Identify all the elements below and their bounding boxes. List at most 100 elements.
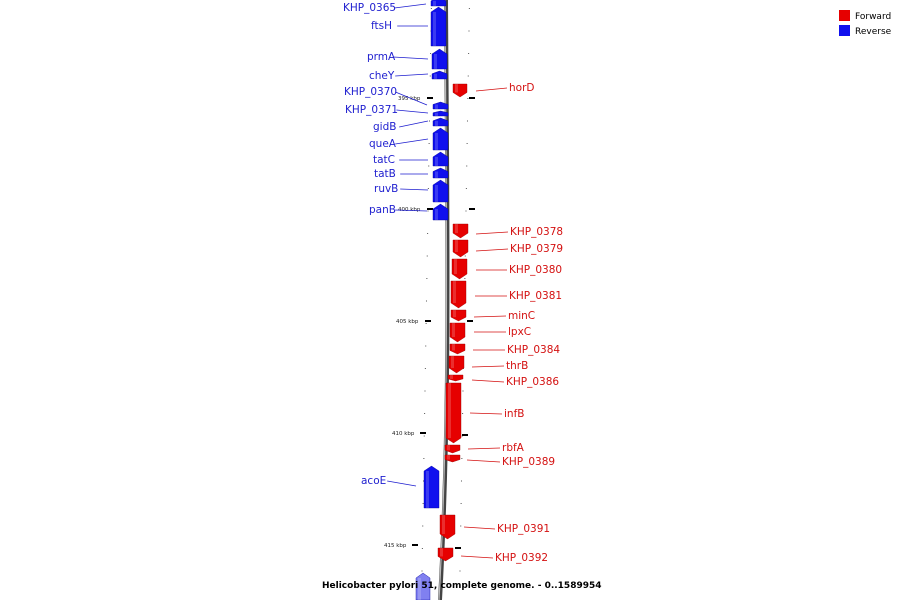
tick-mark <box>412 544 461 549</box>
gene-label[interactable]: rbfA <box>502 442 525 454</box>
label-leader-line <box>394 3 427 9</box>
gene-label[interactable]: minC <box>508 310 535 322</box>
forward-gene[interactable]: KHP_0378 <box>452 223 563 239</box>
forward-gene-arrow[interactable] <box>447 374 464 382</box>
reverse-gene[interactable]: queA <box>369 127 449 151</box>
forward-gene[interactable]: KHP_0386 <box>447 374 559 388</box>
gene-label[interactable]: KHP_0378 <box>510 226 563 238</box>
reverse-gene[interactable]: ftsH <box>371 6 447 47</box>
forward-gene[interactable]: KHP_0380 <box>451 258 562 280</box>
gene-label[interactable]: queA <box>369 138 397 150</box>
forward-gene-arrow[interactable] <box>449 322 466 343</box>
gene-shading <box>434 54 437 69</box>
reverse-gene-arrow[interactable] <box>432 117 449 127</box>
reverse-gene-arrow[interactable] <box>432 203 449 221</box>
genome-backbone <box>438 0 450 600</box>
reverse-gene-arrow[interactable] <box>432 151 449 167</box>
forward-gene[interactable]: horD <box>452 82 534 98</box>
forward-gene[interactable]: KHP_0381 <box>450 280 562 309</box>
reverse-gene-arrow[interactable] <box>432 127 449 151</box>
position-dot <box>425 323 427 324</box>
gene-label[interactable]: panB <box>369 204 396 216</box>
gene-shading <box>434 73 437 79</box>
label-leader-line <box>460 555 494 559</box>
forward-gene[interactable]: KHP_0391 <box>439 514 550 540</box>
reverse-gene-arrow[interactable] <box>430 0 447 7</box>
reverse-gene[interactable]: cheY <box>369 70 448 82</box>
forward-gene[interactable]: rbfA <box>444 442 525 454</box>
gene-shading <box>453 310 456 318</box>
gene-label[interactable]: KHP_0380 <box>509 264 562 276</box>
reverse-gene[interactable]: KHP_0371 <box>345 104 449 117</box>
forward-gene-arrow[interactable] <box>444 454 461 463</box>
forward-gene-arrow[interactable] <box>452 223 469 239</box>
gene-label[interactable]: ruvB <box>374 183 398 195</box>
reverse-gene-arrow[interactable] <box>431 70 448 80</box>
forward-gene-arrow[interactable] <box>452 83 468 98</box>
reverse-gene[interactable]: KHP_0370 <box>344 86 449 110</box>
forward-gene[interactable]: lpxC <box>449 322 531 343</box>
forward-gene[interactable]: KHP_0379 <box>452 239 563 258</box>
forward-gene-arrow[interactable] <box>451 258 468 280</box>
forward-gene[interactable]: KHP_0389 <box>444 454 555 468</box>
gene-label[interactable]: KHP_0365 <box>343 2 396 14</box>
forward-gene-arrow[interactable] <box>439 514 456 540</box>
reverse-gene[interactable]: tatB <box>374 167 449 180</box>
gene-label[interactable]: infB <box>504 408 524 420</box>
forward-gene[interactable]: minC <box>450 309 535 322</box>
forward-gene[interactable]: infB <box>445 382 524 444</box>
gene-label[interactable]: KHP_0384 <box>507 344 560 356</box>
reverse-gene[interactable]: prmA <box>367 48 448 70</box>
gene-label[interactable]: thrB <box>506 360 528 372</box>
gene-label[interactable]: KHP_0370 <box>344 86 397 98</box>
gene-label[interactable]: acoE <box>361 475 386 487</box>
forward-gene-arrow[interactable] <box>448 355 465 374</box>
forward-gene-arrow[interactable] <box>437 547 454 562</box>
reverse-gene-arrow[interactable] <box>432 101 449 110</box>
forward-gene-arrow[interactable] <box>449 343 466 355</box>
gene-label[interactable]: gidB <box>373 121 396 133</box>
reverse-gene-arrow[interactable] <box>432 179 449 203</box>
position-dot <box>422 525 424 527</box>
forward-gene[interactable]: KHP_0384 <box>449 343 560 356</box>
gene-label[interactable]: KHP_0392 <box>495 552 548 564</box>
reverse-gene[interactable] <box>415 572 431 600</box>
gene-shading <box>455 84 458 93</box>
reverse-gene-arrow[interactable] <box>430 6 447 47</box>
reverse-gene[interactable]: acoE <box>361 465 440 509</box>
gene-label[interactable]: horD <box>509 82 534 94</box>
reverse-gene[interactable]: tatC <box>373 151 449 167</box>
reverse-gene[interactable]: gidB <box>373 117 449 133</box>
gene-label[interactable]: KHP_0386 <box>506 376 559 388</box>
reverse-gene[interactable]: ruvB <box>374 179 449 203</box>
position-dot <box>428 165 430 167</box>
reverse-gene[interactable]: KHP_0365 <box>343 0 447 14</box>
gene-label[interactable]: prmA <box>367 51 396 63</box>
reverse-gene-arrow[interactable] <box>423 465 440 509</box>
forward-gene-arrow[interactable] <box>444 444 461 454</box>
gene-label[interactable]: cheY <box>369 70 395 82</box>
gene-label[interactable]: KHP_0371 <box>345 104 398 116</box>
gene-label[interactable]: KHP_0381 <box>509 290 562 302</box>
gene-label[interactable]: lpxC <box>508 326 531 338</box>
forward-gene-arrow[interactable] <box>445 382 462 444</box>
gene-label[interactable]: tatB <box>374 168 396 180</box>
reverse-gene-arrow[interactable] <box>431 48 448 70</box>
gene-label[interactable]: KHP_0389 <box>502 456 555 468</box>
position-dot <box>468 53 470 54</box>
forward-gene[interactable]: KHP_0392 <box>437 547 548 564</box>
reverse-gene[interactable]: panB <box>369 203 449 221</box>
gene-label[interactable]: KHP_0379 <box>510 243 563 255</box>
forward-gene-arrow[interactable] <box>450 309 467 322</box>
reverse-gene-arrow[interactable] <box>432 167 449 179</box>
gene-label[interactable]: KHP_0391 <box>497 523 550 535</box>
label-leader-line <box>471 379 505 383</box>
reverse-gene-arrow[interactable] <box>432 110 449 117</box>
gene-label[interactable]: ftsH <box>371 20 392 32</box>
gene-label[interactable]: tatC <box>373 154 395 166</box>
forward-gene-arrow[interactable] <box>452 239 469 258</box>
position-dot <box>466 165 468 167</box>
forward-gene[interactable]: thrB <box>448 355 528 374</box>
reverse-gene-arrow[interactable] <box>415 572 431 600</box>
forward-gene-arrow[interactable] <box>450 280 467 309</box>
